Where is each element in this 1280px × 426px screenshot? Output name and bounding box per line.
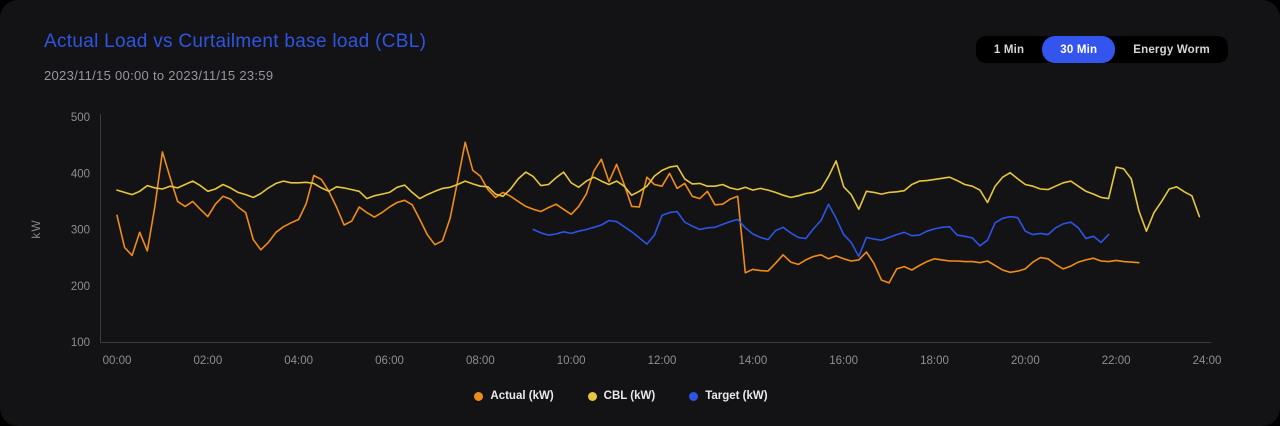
legend-item-target[interactable]: Target (kW) — [689, 390, 768, 402]
y-tick-label: 200 — [71, 281, 90, 293]
legend-label-actual: Actual (kW) — [490, 390, 554, 402]
y-axis-title: kW — [29, 219, 43, 238]
x-tick-label: 06:00 — [375, 355, 404, 367]
y-tick-label: 400 — [71, 168, 90, 180]
series-line-1 — [116, 160, 1201, 232]
y-tick-label: 500 — [71, 112, 90, 124]
x-tick-label: 04:00 — [284, 355, 313, 367]
x-tick-label: 12:00 — [648, 355, 677, 367]
series-line-0 — [116, 141, 1140, 284]
legend-label-cbl: CBL (kW) — [603, 390, 656, 402]
legend-dot-actual-icon — [474, 391, 484, 401]
legend-item-actual[interactable]: Actual (kW) — [474, 390, 554, 402]
axis-lines — [100, 114, 1211, 343]
x-tick-label: 10:00 — [557, 355, 586, 367]
x-tick-label: 22:00 — [1102, 355, 1131, 367]
date-range: 2023/11/15 00:00 to 2023/11/15 23:59 — [44, 68, 274, 83]
x-tick-label: 20:00 — [1011, 355, 1040, 367]
interval-toggle: 1 Min 30 Min Energy Worm — [975, 36, 1228, 63]
y-tick-label: 100 — [71, 337, 90, 349]
x-tick-label: 18:00 — [920, 355, 949, 367]
chart-legend: Actual (kW) CBL (kW) Target (kW) — [0, 390, 1242, 402]
interval-button-energy-worm[interactable]: Energy Worm — [1115, 36, 1228, 63]
x-tick-label: 08:00 — [466, 355, 495, 367]
x-tick-label: 24:00 — [1193, 355, 1222, 367]
legend-dot-cbl-icon — [587, 391, 597, 401]
legend-label-target: Target (kW) — [705, 390, 768, 402]
series-line-2 — [532, 203, 1110, 258]
interval-button-1min[interactable]: 1 Min — [976, 36, 1042, 63]
x-tick-label: 00:00 — [103, 355, 132, 367]
x-tick-label: 14:00 — [738, 355, 767, 367]
interval-button-30min[interactable]: 30 Min — [1042, 36, 1116, 63]
legend-dot-target-icon — [689, 391, 699, 401]
y-tick-label: 300 — [71, 225, 90, 237]
legend-item-cbl[interactable]: CBL (kW) — [587, 390, 656, 402]
load-line-chart: 100 200 300 400 500 00:00 02:00 04:00 06:00 08:00… — [29, 112, 1222, 367]
x-tick-label: 02:00 — [193, 355, 222, 367]
page-title: Actual Load vs Curtailment base load (CB… — [44, 31, 427, 52]
x-tick-label: 16:00 — [829, 355, 858, 367]
